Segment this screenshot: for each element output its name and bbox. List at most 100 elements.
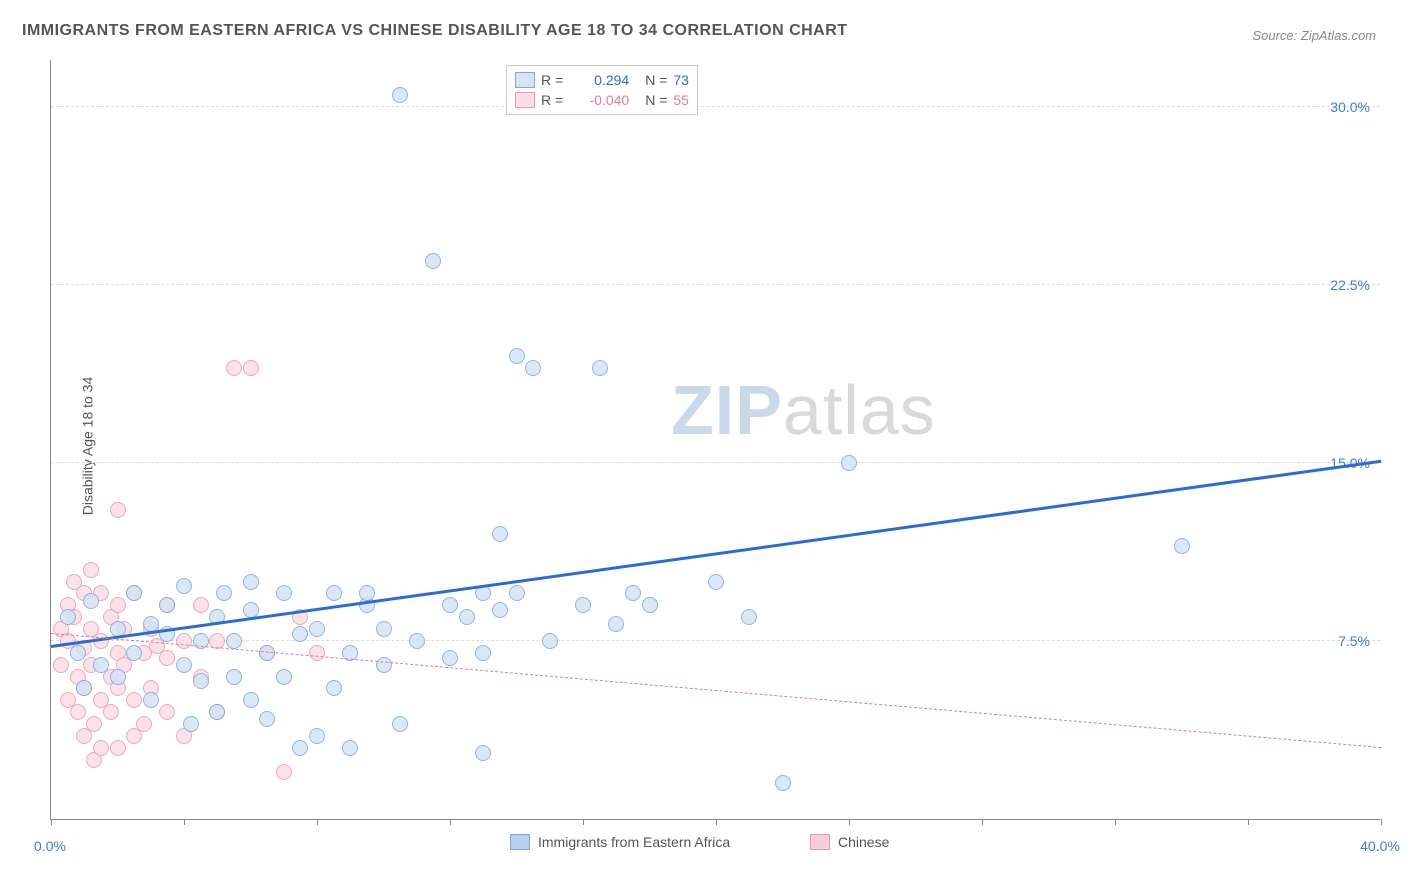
scatter-point xyxy=(392,87,408,103)
scatter-point xyxy=(625,585,641,601)
watermark: ZIPatlas xyxy=(671,370,936,450)
scatter-point xyxy=(110,597,126,613)
scatter-point xyxy=(136,716,152,732)
scatter-point xyxy=(642,597,658,613)
scatter-point xyxy=(176,633,192,649)
scatter-point xyxy=(209,704,225,720)
plot-area: ZIPatlas 7.5%15.0%22.5%30.0%R =0.294N =7… xyxy=(50,60,1380,820)
legend-stats-row: R = 0.294 N = 73 xyxy=(515,70,689,90)
scatter-point xyxy=(708,574,724,590)
legend-r-label: R = xyxy=(541,72,563,88)
scatter-point xyxy=(359,585,375,601)
scatter-point xyxy=(110,502,126,518)
scatter-point xyxy=(608,616,624,632)
legend-n-label: N = xyxy=(645,92,667,108)
x-tick xyxy=(450,819,451,825)
gridline xyxy=(51,106,1380,107)
gridline xyxy=(51,462,1380,463)
scatter-point xyxy=(83,593,99,609)
scatter-point xyxy=(475,645,491,661)
scatter-point xyxy=(83,562,99,578)
x-tick-label: 0.0% xyxy=(34,838,66,854)
scatter-point xyxy=(193,597,209,613)
scatter-point xyxy=(53,657,69,673)
scatter-point xyxy=(292,740,308,756)
scatter-point xyxy=(326,680,342,696)
x-tick xyxy=(1248,819,1249,825)
scatter-point xyxy=(425,253,441,269)
scatter-point xyxy=(243,692,259,708)
scatter-point xyxy=(442,650,458,666)
scatter-point xyxy=(741,609,757,625)
scatter-point xyxy=(110,740,126,756)
scatter-point xyxy=(592,360,608,376)
scatter-point xyxy=(126,645,142,661)
scatter-point xyxy=(226,633,242,649)
y-tick-label: 7.5% xyxy=(1338,633,1370,649)
scatter-point xyxy=(542,633,558,649)
trend-line xyxy=(51,460,1381,648)
scatter-point xyxy=(326,585,342,601)
trend-line xyxy=(51,633,1381,748)
scatter-point xyxy=(392,716,408,732)
scatter-point xyxy=(86,716,102,732)
x-tick xyxy=(1381,819,1382,825)
scatter-point xyxy=(276,669,292,685)
watermark-zip: ZIP xyxy=(671,371,783,449)
legend-r-label: R = xyxy=(541,92,563,108)
scatter-point xyxy=(226,669,242,685)
scatter-point xyxy=(143,692,159,708)
scatter-point xyxy=(159,650,175,666)
x-tick xyxy=(583,819,584,825)
scatter-point xyxy=(509,585,525,601)
scatter-point xyxy=(110,669,126,685)
legend-r-value: -0.040 xyxy=(569,92,629,108)
scatter-point xyxy=(243,574,259,590)
legend-n-value: 73 xyxy=(673,72,689,88)
scatter-point xyxy=(176,578,192,594)
scatter-point xyxy=(183,716,199,732)
legend-n-value: 55 xyxy=(673,92,689,108)
gridline xyxy=(51,640,1380,641)
legend-series-label: Immigrants from Eastern Africa xyxy=(538,834,730,850)
x-tick xyxy=(982,819,983,825)
scatter-point xyxy=(259,711,275,727)
scatter-point xyxy=(376,621,392,637)
watermark-atlas: atlas xyxy=(783,371,936,449)
scatter-point xyxy=(841,455,857,471)
scatter-point xyxy=(309,645,325,661)
legend-swatch xyxy=(810,834,830,850)
scatter-point xyxy=(216,585,232,601)
chart-title: IMMIGRANTS FROM EASTERN AFRICA VS CHINES… xyxy=(22,22,848,40)
scatter-point xyxy=(159,597,175,613)
scatter-point xyxy=(342,740,358,756)
gridline xyxy=(51,284,1380,285)
y-tick-label: 30.0% xyxy=(1330,99,1370,115)
scatter-point xyxy=(409,633,425,649)
legend-stats: R = 0.294 N = 73 R = -0.040 N = 55 xyxy=(506,65,698,115)
scatter-point xyxy=(575,597,591,613)
legend-swatch xyxy=(515,92,535,108)
scatter-point xyxy=(276,585,292,601)
scatter-point xyxy=(459,609,475,625)
scatter-point xyxy=(243,360,259,376)
legend-r-value: 0.294 xyxy=(569,72,629,88)
scatter-point xyxy=(775,775,791,791)
scatter-point xyxy=(309,621,325,637)
scatter-point xyxy=(1174,538,1190,554)
x-tick xyxy=(184,819,185,825)
legend-swatch xyxy=(515,72,535,88)
scatter-point xyxy=(126,585,142,601)
scatter-point xyxy=(76,680,92,696)
legend-series-label: Chinese xyxy=(838,834,889,850)
legend-series: Immigrants from Eastern Africa xyxy=(510,834,730,850)
x-tick xyxy=(716,819,717,825)
x-tick xyxy=(1115,819,1116,825)
y-tick-label: 22.5% xyxy=(1330,277,1370,293)
x-tick xyxy=(51,819,52,825)
scatter-point xyxy=(509,348,525,364)
scatter-point xyxy=(525,360,541,376)
scatter-point xyxy=(376,657,392,673)
scatter-point xyxy=(60,609,76,625)
legend-n-label: N = xyxy=(645,72,667,88)
